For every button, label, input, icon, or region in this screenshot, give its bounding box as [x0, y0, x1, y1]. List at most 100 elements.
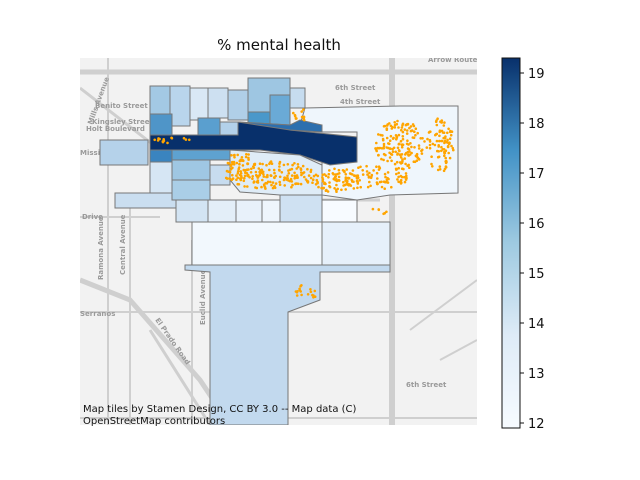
incident-point [414, 133, 417, 137]
incident-point [380, 157, 383, 161]
map-title: % mental health [217, 36, 341, 54]
tract [261, 199, 281, 223]
incident-point [283, 184, 287, 187]
colorbar: 12 13 14 15 16 17 18 19 [501, 57, 545, 432]
incident-point [447, 127, 450, 131]
incident-point [246, 162, 250, 165]
incident-point [261, 178, 264, 182]
incident-point [302, 116, 306, 119]
incident-point [401, 130, 405, 134]
incident-point [241, 164, 245, 167]
incident-point [351, 169, 355, 172]
incident-point [388, 142, 391, 146]
incident-point [282, 163, 286, 167]
incident-point [435, 123, 439, 127]
incident-point [348, 172, 352, 175]
incident-point [407, 163, 411, 167]
incident-point [357, 166, 360, 169]
incident-point [381, 138, 385, 142]
incident-point [378, 166, 382, 170]
incident-point [352, 187, 356, 190]
tract [171, 149, 231, 161]
tract [321, 221, 391, 266]
incident-point [309, 290, 313, 294]
incident-point [271, 181, 275, 184]
incident-point [301, 164, 305, 168]
incident-point [406, 139, 409, 142]
incident-point [293, 171, 296, 175]
incident-point [383, 172, 387, 176]
incident-point [370, 173, 374, 177]
incident-point [398, 180, 402, 184]
incident-point [286, 174, 289, 178]
incident-point [345, 168, 349, 171]
incident-point [443, 141, 446, 145]
incident-point [227, 162, 231, 165]
incident-point [440, 139, 443, 143]
incident-point [410, 145, 413, 149]
incident-point [278, 162, 281, 165]
incident-point [269, 174, 273, 177]
incident-point [299, 171, 303, 174]
incident-point [309, 170, 313, 174]
incident-point [401, 135, 405, 138]
colorbar-tick-label: 18 [528, 117, 545, 132]
incident-point [423, 140, 426, 143]
incident-point [404, 162, 407, 166]
incident-point [299, 168, 303, 171]
incident-point [390, 127, 394, 130]
incident-point [405, 174, 408, 178]
incident-point [397, 126, 400, 129]
incident-point [303, 175, 306, 179]
incident-point [309, 176, 313, 180]
incident-point [335, 183, 338, 187]
colorbar-tick-label: 15 [528, 267, 545, 282]
incident-point [264, 181, 267, 185]
incident-point [438, 139, 441, 143]
incident-point [238, 173, 242, 177]
incident-point [406, 123, 409, 126]
incident-point [386, 159, 389, 163]
incident-point [252, 163, 256, 166]
incident-point [153, 138, 156, 142]
incident-point [438, 168, 442, 171]
incident-point [388, 122, 391, 125]
incident-point [437, 150, 441, 153]
incident-point [396, 178, 399, 181]
tile-label: Mission [80, 149, 110, 157]
incident-point [444, 156, 448, 160]
incident-point [393, 162, 397, 166]
incident-point [430, 155, 433, 158]
incident-point [397, 142, 401, 146]
tile-label: Kingsley Street [92, 118, 153, 126]
incident-point [260, 168, 264, 172]
incident-point [242, 168, 245, 172]
incident-point [282, 178, 286, 182]
incident-point [295, 167, 299, 170]
incident-point [358, 179, 362, 182]
tile-label: Euclid Avenue [199, 269, 207, 325]
incident-point [378, 180, 382, 184]
incident-point [233, 153, 236, 157]
incident-point [404, 172, 408, 175]
incident-point [444, 135, 447, 138]
incident-point [417, 147, 421, 150]
incident-point [346, 179, 349, 183]
incident-point [369, 184, 372, 188]
attribution-line-1: Map tiles by Stamen Design, CC BY 3.0 --… [83, 404, 357, 415]
tract [269, 94, 291, 126]
tile-label: 6th Street [406, 381, 447, 389]
tract [171, 179, 211, 201]
colorbar-ticks: 12 13 14 15 16 17 18 19 [520, 67, 545, 432]
incident-point [295, 291, 299, 294]
incident-point [428, 146, 432, 150]
incident-point [247, 153, 250, 156]
incident-point [421, 148, 424, 152]
incident-point [428, 140, 432, 143]
tract-highest [149, 121, 358, 166]
incident-point [260, 171, 263, 174]
incident-point [436, 168, 440, 172]
incident-point [385, 124, 389, 127]
incident-point [399, 156, 403, 159]
incident-point [238, 162, 241, 166]
